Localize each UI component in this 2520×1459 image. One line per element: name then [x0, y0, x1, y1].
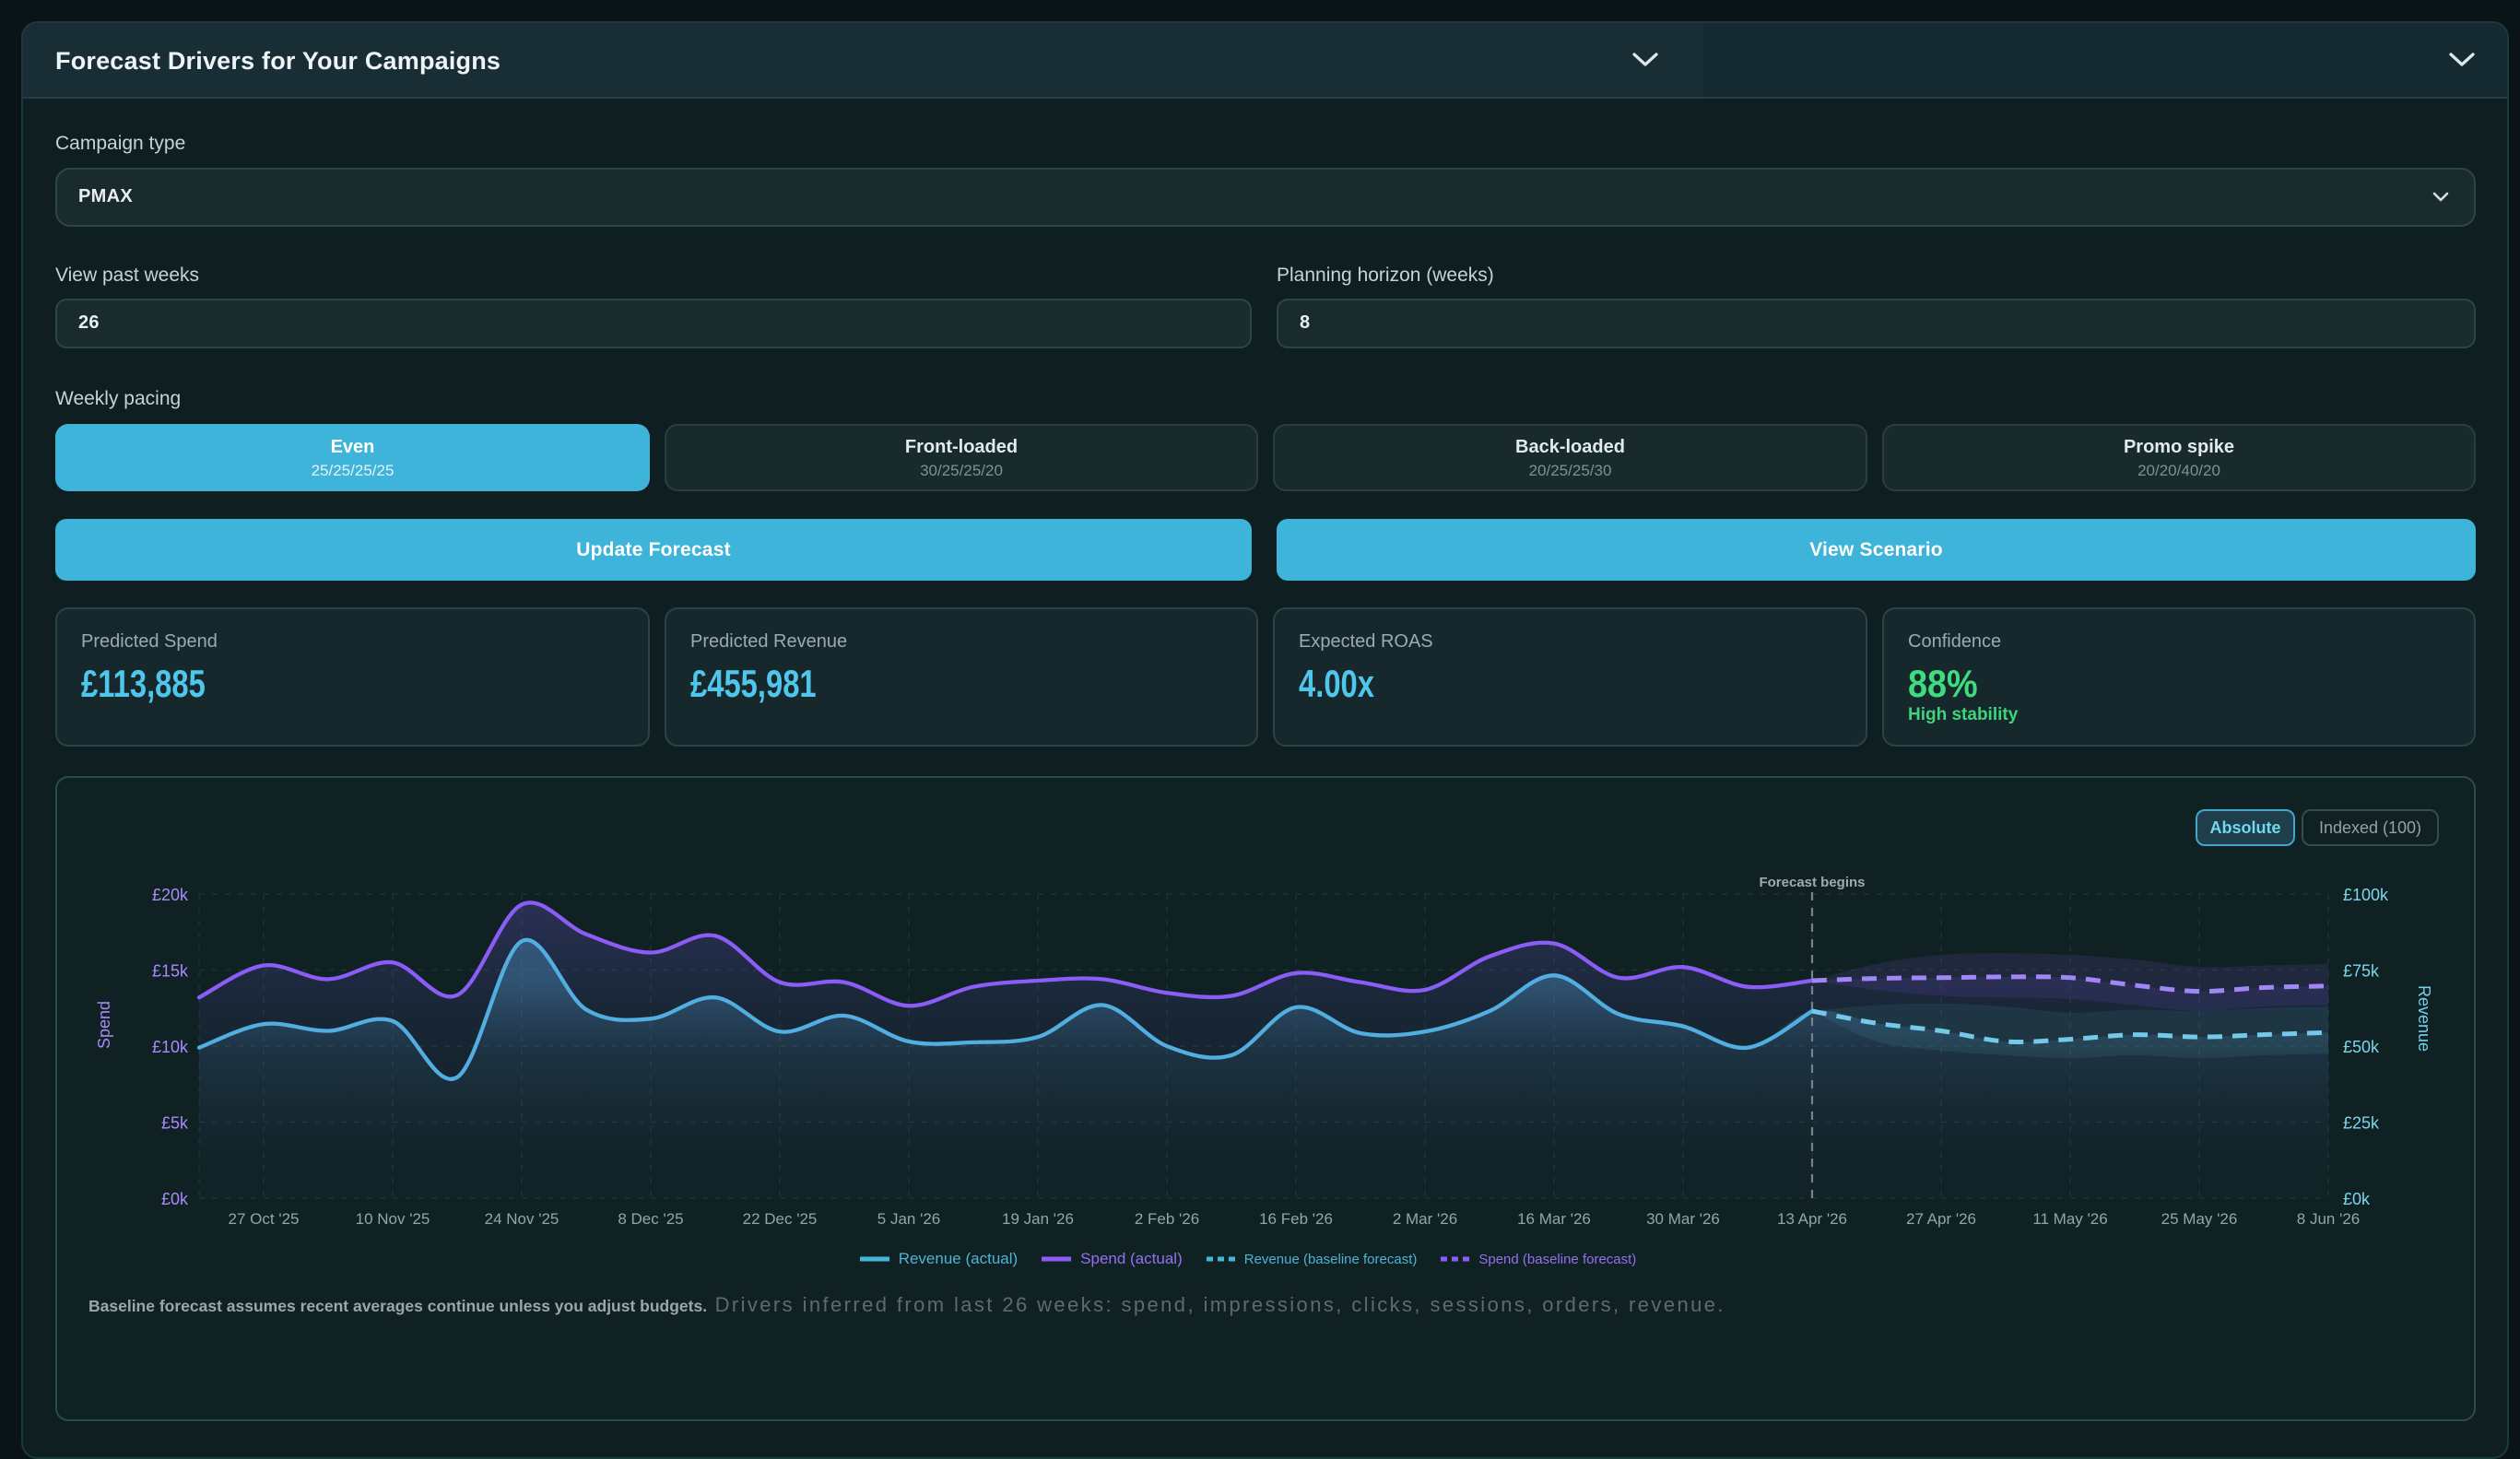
svg-text:£20k: £20k [152, 886, 189, 904]
svg-text:£75k: £75k [2343, 962, 2380, 981]
svg-text:Spend: Spend [95, 1001, 113, 1049]
svg-text:2 Feb '26: 2 Feb '26 [1135, 1210, 1199, 1228]
svg-text:25 May '26: 25 May '26 [2161, 1210, 2238, 1228]
svg-text:£50k: £50k [2343, 1038, 2380, 1056]
svg-text:£0k: £0k [161, 1190, 189, 1208]
svg-text:Revenue: Revenue [2415, 985, 2433, 1052]
svg-text:10 Nov '25: 10 Nov '25 [356, 1210, 430, 1228]
svg-text:£15k: £15k [152, 962, 189, 981]
svg-text:13 Apr '26: 13 Apr '26 [1777, 1210, 1847, 1228]
svg-text:£10k: £10k [152, 1038, 189, 1056]
svg-text:30 Mar '26: 30 Mar '26 [1646, 1210, 1720, 1228]
svg-text:£0k: £0k [2343, 1190, 2371, 1208]
svg-text:19 Jan '26: 19 Jan '26 [1002, 1210, 1074, 1228]
svg-text:8 Jun '26: 8 Jun '26 [2297, 1210, 2360, 1228]
svg-text:8 Dec '25: 8 Dec '25 [618, 1210, 683, 1228]
svg-text:11 May '26: 11 May '26 [2032, 1210, 2107, 1228]
svg-text:£5k: £5k [161, 1114, 189, 1133]
svg-text:2 Mar '26: 2 Mar '26 [1393, 1210, 1457, 1228]
svg-text:Forecast begins: Forecast begins [1759, 875, 1865, 890]
svg-text:5 Jan '26: 5 Jan '26 [877, 1210, 940, 1228]
svg-text:£100k: £100k [2343, 886, 2389, 904]
svg-text:27 Apr '26: 27 Apr '26 [1906, 1210, 1976, 1228]
svg-text:£25k: £25k [2343, 1114, 2380, 1133]
svg-text:27 Oct '25: 27 Oct '25 [229, 1210, 300, 1228]
svg-text:16 Feb '26: 16 Feb '26 [1259, 1210, 1333, 1228]
svg-text:24 Nov '25: 24 Nov '25 [485, 1210, 559, 1228]
svg-text:16 Mar '26: 16 Mar '26 [1517, 1210, 1591, 1228]
svg-text:22 Dec '25: 22 Dec '25 [743, 1210, 818, 1228]
svg-text:Baseline forecast assumes rece: Baseline forecast assumes recent average… [88, 1293, 1725, 1316]
